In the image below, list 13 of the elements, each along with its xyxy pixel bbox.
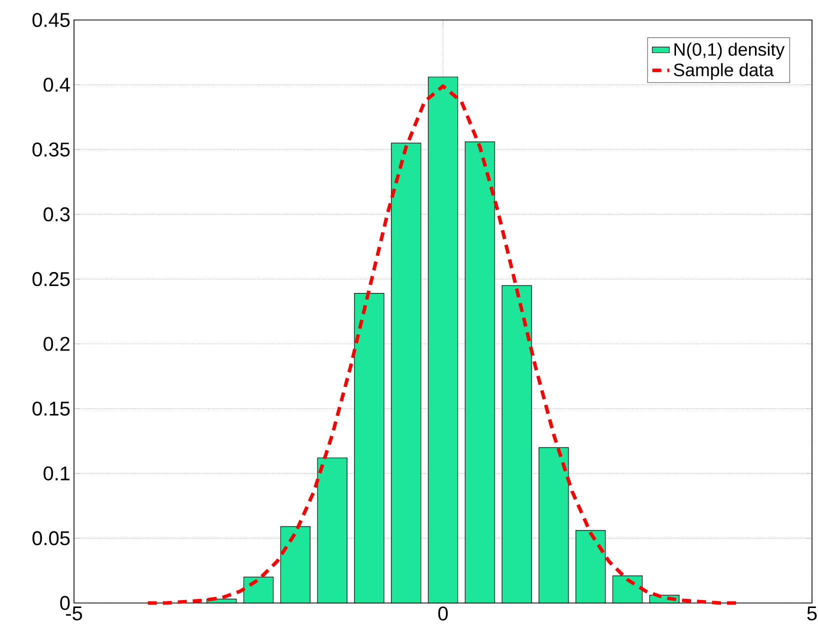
x-tick-label: 0 — [438, 606, 448, 621]
y-tick-label: 0.05 — [32, 531, 70, 546]
legend-label: N(0,1) density — [674, 42, 785, 60]
y-tick-label: 0.25 — [32, 272, 70, 286]
y-tick-label: 0.2 — [44, 336, 70, 351]
y-tick-label: 0.4 — [44, 78, 70, 92]
y-tick-label: 0.45 — [32, 12, 70, 28]
y-tick-label: 0.15 — [32, 402, 70, 416]
y-tick-label: 0.35 — [32, 142, 70, 157]
y-tick-label: 0.1 — [44, 466, 70, 480]
y-tick-label: 0.3 — [44, 207, 70, 222]
legend-label: Sample data — [674, 63, 774, 80]
x-tick-label: 5 — [807, 606, 817, 620]
